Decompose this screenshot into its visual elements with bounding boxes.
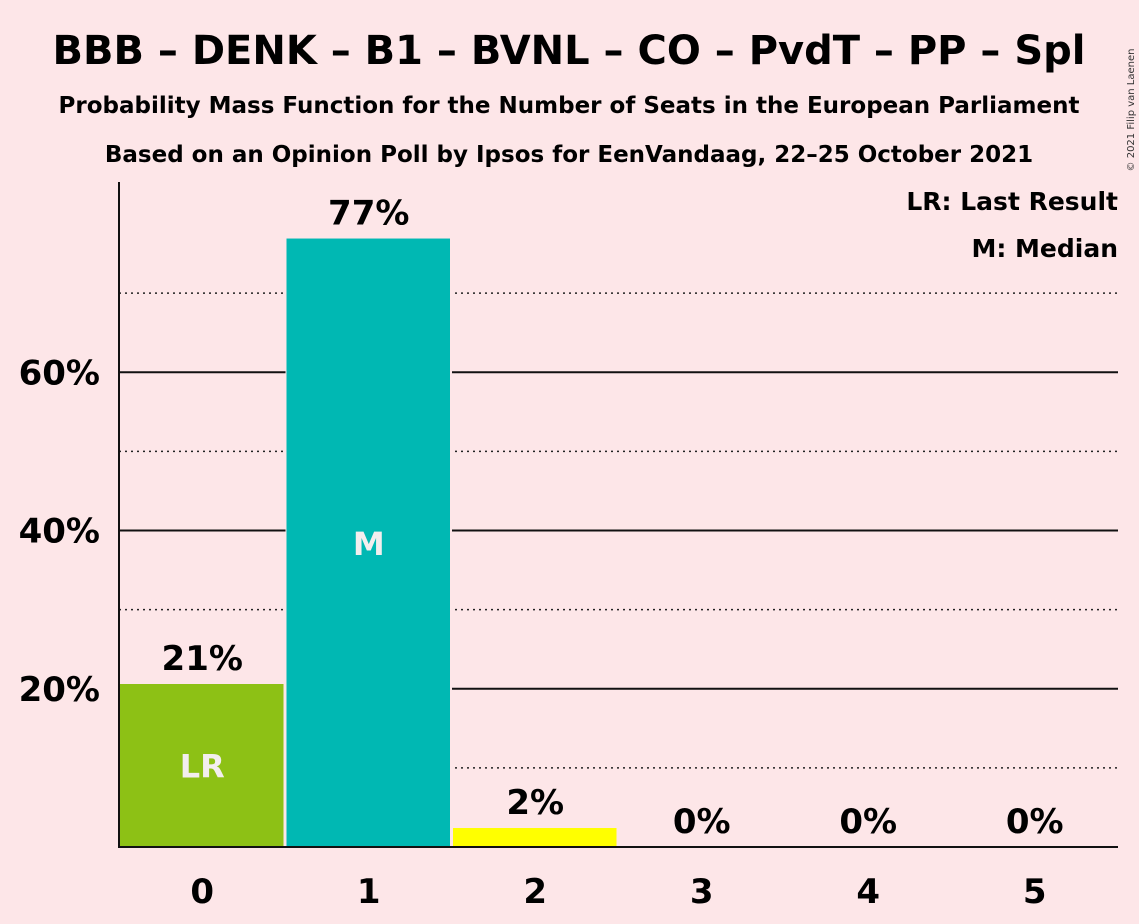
chart-source: Based on an Opinion Poll by Ipsos for Ee…	[105, 142, 1033, 168]
value-label-4: 0%	[839, 802, 897, 842]
value-label-2: 2%	[506, 783, 564, 823]
bar-1	[286, 238, 450, 847]
x-tick-label-1: 1	[357, 872, 381, 912]
x-tick-label-3: 3	[690, 872, 714, 912]
legend-median: M: Median	[971, 234, 1118, 263]
bars	[119, 238, 619, 847]
chart-title: BBB – DENK – B1 – BVNL – CO – PvdT – PP …	[53, 28, 1086, 74]
x-tick-label-4: 4	[856, 872, 880, 912]
value-label-5: 0%	[1006, 802, 1064, 842]
bar-0	[120, 684, 284, 847]
bar-labels: 21% LR 0 77% M 1 2% 2 0% 3 0% 4 0% 5	[162, 194, 1064, 912]
x-tick-label-5: 5	[1023, 872, 1047, 912]
value-label-0: 21%	[162, 639, 243, 679]
bar-marker-0: LR	[180, 748, 225, 786]
axes: 20% 40% 60%	[19, 182, 1118, 848]
legend-last-result: LR: Last Result	[906, 187, 1118, 216]
x-tick-label-2: 2	[523, 872, 547, 912]
copyright: © 2021 Filip van Laenen	[1126, 49, 1137, 172]
y-tick-label-0: 20%	[19, 670, 100, 710]
chart-subtitle: Probability Mass Function for the Number…	[59, 93, 1080, 119]
x-tick-label-0: 0	[190, 872, 214, 912]
bar-marker-1: M	[353, 525, 385, 563]
y-tick-label-1: 40%	[19, 512, 100, 552]
bar-2	[453, 828, 617, 847]
value-label-3: 0%	[673, 802, 731, 842]
y-tick-label-2: 60%	[19, 353, 100, 393]
value-label-1: 77%	[328, 194, 409, 234]
